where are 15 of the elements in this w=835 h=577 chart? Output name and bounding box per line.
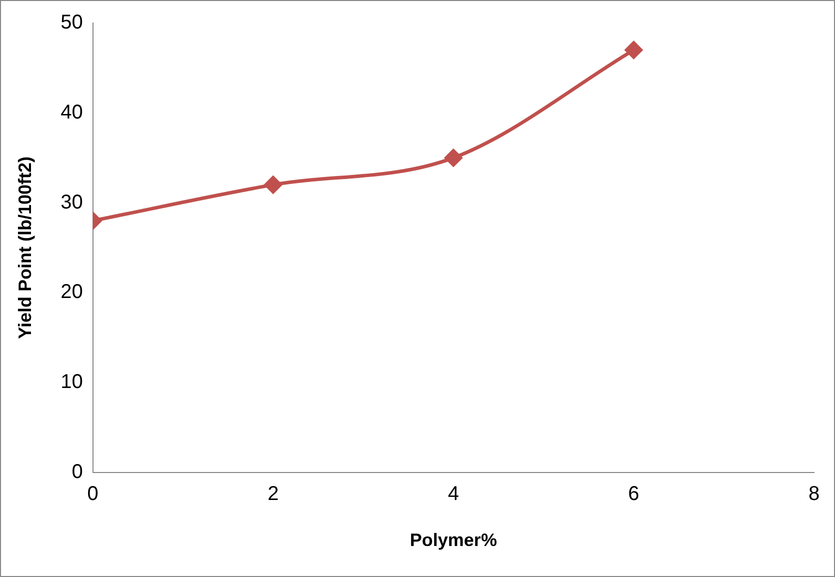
x-tick-label: 0 [87, 482, 98, 505]
point [624, 41, 642, 59]
x-tick-label: 8 [808, 482, 820, 505]
x-tick-label: 6 [628, 482, 640, 505]
point [444, 149, 462, 167]
y-axis-title: Yield Point (lb/100ft2) [14, 156, 35, 339]
x-axis-title: Polymer% [410, 530, 497, 550]
y-tick-label: 30 [60, 191, 83, 214]
y-tick-label: 10 [60, 371, 83, 394]
y-tick-label: 40 [60, 101, 83, 124]
y-tick-label: 50 [60, 12, 83, 34]
x-tick-label: 4 [448, 482, 459, 505]
y-tick-label: 0 [72, 460, 83, 483]
x-tick-label: 2 [268, 482, 279, 505]
y-tick-label: 20 [60, 281, 83, 304]
